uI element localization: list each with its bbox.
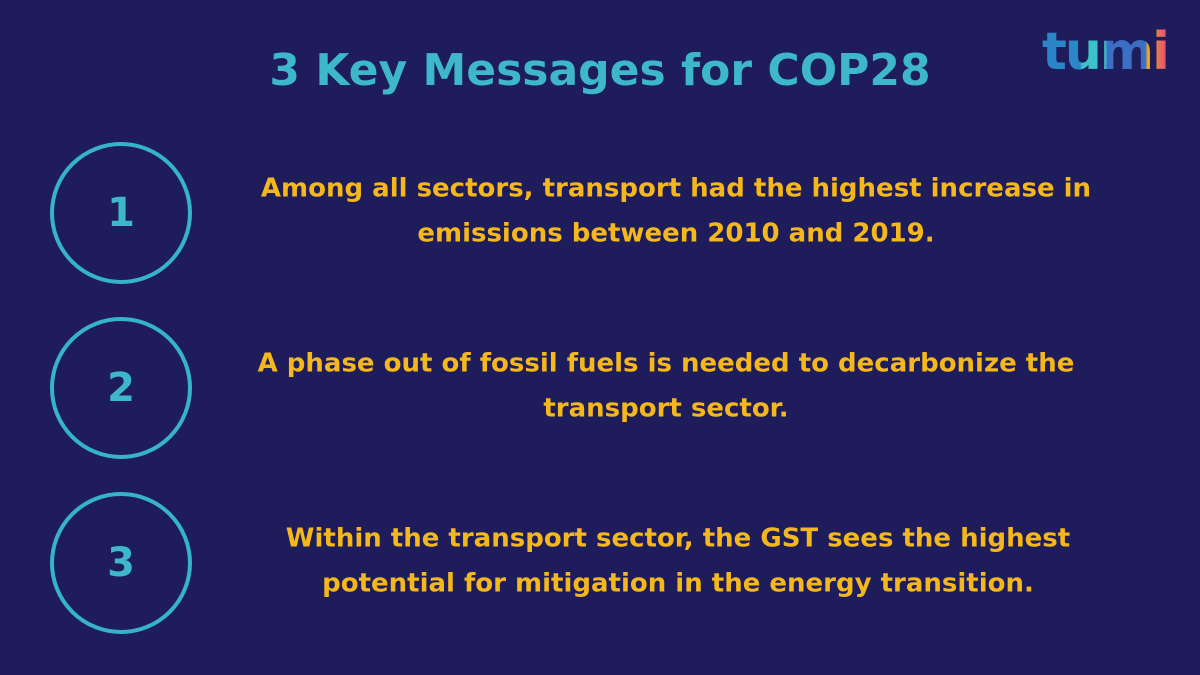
- message-line: Within the transport sector, the GST see…: [286, 524, 1070, 554]
- logo: tumi: [1042, 22, 1168, 82]
- message-line: potential for mitigation in the energy t…: [322, 569, 1034, 599]
- message-line: transport sector.: [543, 394, 788, 424]
- message-line: A phase out of fossil fuels is needed to…: [258, 349, 1075, 379]
- number-circle: [50, 142, 192, 284]
- message-number: 2: [107, 365, 135, 411]
- number-circle: [50, 492, 192, 634]
- messages: 1 Among all sectors, transport had the hi…: [50, 142, 1091, 634]
- message-number: 1: [107, 190, 135, 236]
- number-circle: [50, 317, 192, 459]
- message-line: emissions between 2010 and 2019.: [417, 219, 934, 249]
- message-number: 3: [107, 540, 135, 586]
- message-line: Among all sectors, transport had the hig…: [261, 174, 1091, 204]
- title: 3 Key Messages for COP28: [269, 45, 930, 96]
